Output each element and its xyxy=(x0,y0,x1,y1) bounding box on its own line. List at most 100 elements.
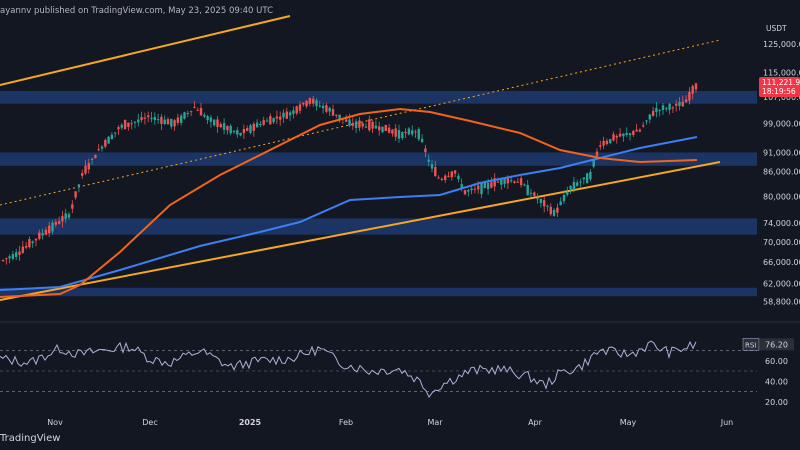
candle-body xyxy=(1,260,5,262)
publisher-caption: ayannv published on TradingView.com, May… xyxy=(0,6,274,16)
candle-body xyxy=(298,104,302,111)
candle-body xyxy=(236,130,239,135)
candle-body xyxy=(74,191,77,198)
candle-body xyxy=(417,129,420,140)
candle-body xyxy=(661,105,665,111)
candle-body xyxy=(424,148,427,153)
candle-body xyxy=(41,233,44,236)
candle-body xyxy=(536,198,539,200)
candle-body xyxy=(351,122,354,126)
candle-body xyxy=(592,160,595,167)
candle-body xyxy=(305,100,308,107)
candle-body xyxy=(282,112,285,118)
candle-body xyxy=(166,119,170,125)
candle-body xyxy=(24,246,28,248)
candle-body xyxy=(589,171,592,180)
candle-body xyxy=(38,232,41,239)
candle-body xyxy=(648,114,651,120)
candle-body xyxy=(67,214,71,218)
candle-body xyxy=(34,238,38,241)
candle-body xyxy=(239,132,242,136)
candle-body xyxy=(186,113,189,115)
candle-body xyxy=(226,125,229,131)
candle-body xyxy=(48,225,51,234)
candle-body xyxy=(387,127,391,133)
candle-body xyxy=(549,206,552,215)
candle-body xyxy=(467,190,470,192)
candle-body xyxy=(54,221,57,225)
candle-body xyxy=(552,210,556,216)
candle-body xyxy=(622,133,625,137)
candle-body xyxy=(569,185,572,190)
candle-body xyxy=(671,107,675,109)
candle-body xyxy=(354,121,358,129)
candle-body xyxy=(434,166,437,177)
candle-body xyxy=(321,105,325,109)
candle-body xyxy=(678,101,681,106)
candle-body xyxy=(397,130,401,139)
candle-body xyxy=(632,131,635,135)
candle-body xyxy=(143,117,147,119)
candle-body xyxy=(229,125,232,134)
candle-body xyxy=(579,181,582,183)
rsi-line xyxy=(0,340,697,398)
candle-body xyxy=(513,181,516,183)
candle-body xyxy=(599,145,602,147)
candle-body xyxy=(612,134,615,141)
candle-body xyxy=(130,123,133,125)
candle-body xyxy=(463,190,467,195)
candle-body xyxy=(219,124,222,128)
candle-body xyxy=(658,109,661,111)
candle-body xyxy=(127,122,130,127)
candle-body xyxy=(595,151,599,156)
candle-body xyxy=(8,256,11,259)
candle-body xyxy=(546,205,549,207)
channel-dotted-line xyxy=(0,39,721,206)
candle-body xyxy=(338,114,341,120)
candle-body xyxy=(618,133,622,137)
candle-body xyxy=(510,180,513,182)
y-tick-label: 107,000.00 xyxy=(763,93,800,102)
candle-body xyxy=(213,119,216,126)
candle-body xyxy=(137,119,140,123)
sr-zone xyxy=(0,287,757,297)
y-tick-label: 58,800.00 xyxy=(763,297,800,306)
candle-body xyxy=(496,181,500,183)
candle-body xyxy=(275,116,279,119)
candle-body xyxy=(368,119,371,131)
candle-body xyxy=(506,177,510,184)
candle-body xyxy=(391,129,394,134)
candle-body xyxy=(493,178,496,187)
ma-blue-line xyxy=(0,136,698,291)
last-price-countdown: 18:19:56 xyxy=(762,87,796,96)
candle-body xyxy=(473,188,477,190)
candle-body xyxy=(358,120,361,128)
candle-body xyxy=(519,178,523,186)
candle-body xyxy=(625,132,628,135)
candle-body xyxy=(401,132,404,139)
tradingview-brand[interactable]: TradingView xyxy=(0,433,61,444)
candle-body xyxy=(71,204,74,209)
candle-body xyxy=(292,110,295,114)
candle-body xyxy=(556,207,559,213)
candle-body xyxy=(189,111,193,113)
candle-body xyxy=(147,115,150,118)
candle-body xyxy=(500,178,503,185)
candle-body xyxy=(638,129,642,132)
y-tick-label: 86,000.00 xyxy=(763,168,800,177)
candle-body xyxy=(110,134,114,139)
candle-body xyxy=(529,192,533,194)
x-tick-label: Mar xyxy=(427,418,443,427)
candle-body xyxy=(28,239,31,248)
candle-body xyxy=(566,191,569,195)
candle-body xyxy=(635,129,638,132)
candle-body xyxy=(470,188,473,191)
candle-body xyxy=(325,105,328,112)
candle-body xyxy=(444,175,447,180)
candle-body xyxy=(642,125,645,127)
candle-body xyxy=(651,110,655,116)
candle-body xyxy=(615,135,618,138)
rsi-label: RSI xyxy=(745,341,756,349)
candle-body xyxy=(523,184,526,186)
